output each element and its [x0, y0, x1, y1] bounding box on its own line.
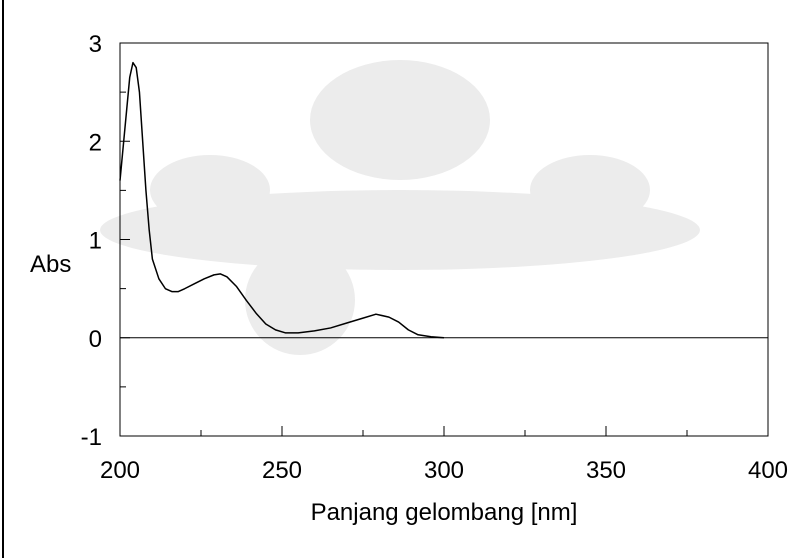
x-axis-title: Panjang gelombang [nm] [311, 499, 578, 526]
watermark [100, 60, 700, 355]
y-tick-label: -1 [81, 424, 102, 451]
y-tick-label: 1 [89, 228, 102, 255]
page: {"chart_data": {"type": "line", "x_label… [0, 0, 796, 558]
y-tick-label: 0 [89, 326, 102, 353]
chart: Panjang gelombang [nm] Abs 200 250 300 350 4… [0, 0, 796, 558]
x-tick-label: 400 [748, 457, 788, 484]
x-tick-label: 250 [262, 457, 302, 484]
x-tick-label: 350 [586, 457, 626, 484]
y-tick-label: 3 [89, 31, 102, 58]
y-tick-label: 2 [89, 129, 102, 156]
x-tick-label: 200 [100, 457, 140, 484]
y-axis-title: Abs [30, 251, 71, 278]
x-tick-label: 300 [424, 457, 464, 484]
